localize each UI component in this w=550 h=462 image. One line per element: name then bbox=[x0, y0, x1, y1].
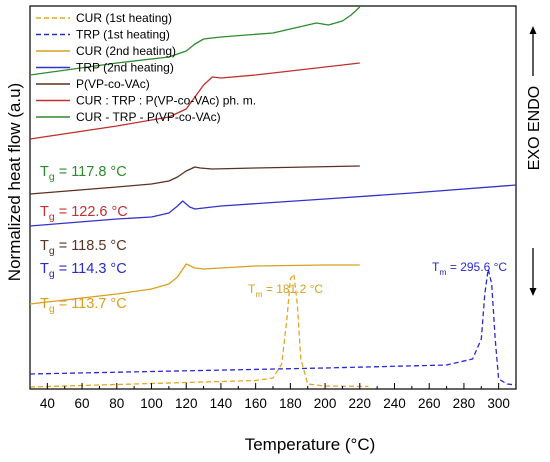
y-axis-label: Normalized heat flow (a.u) bbox=[5, 83, 24, 281]
legend-entry: CUR - TRP - P(VP-co-VAc) bbox=[76, 110, 221, 124]
x-tick-label: 60 bbox=[75, 396, 90, 411]
x-tick-label: 200 bbox=[314, 396, 337, 411]
legend: CUR (1st heating) TRP (1st heating) CUR (2… bbox=[36, 11, 256, 124]
series-line-cur-trp-p-vp-co-vac bbox=[29, 6, 361, 76]
legend-entry: CUR (1st heating) bbox=[76, 11, 172, 25]
annotation-m-trp-1st-heating: Tm = 295.6 °C bbox=[432, 260, 507, 277]
x-tick-label: 140 bbox=[210, 396, 233, 411]
annotation-g-p-vp-co-vac: Tg = 118.5 °C bbox=[40, 238, 127, 257]
annotation-g-cur-trp-p-vp-co-vac-ph-m: Tg = 122.6 °C bbox=[40, 204, 128, 223]
series-line-cur-2nd-heating bbox=[29, 263, 360, 305]
x-tick-label: 300 bbox=[487, 396, 510, 411]
x-tick-label: 120 bbox=[175, 396, 198, 411]
annotation-g-cur-2nd-heating: Tg = 113.7 °C bbox=[40, 296, 127, 315]
annotation-m-cur-1st-heating: Tm = 181.2 °C bbox=[248, 282, 323, 299]
series-line-cur-1st-heating bbox=[29, 273, 369, 388]
x-axis-ticks: 40 60 80 100 120 140 160 180 200 220 240 260 280 300 bbox=[29, 383, 517, 411]
annotation-g-cur-trp-p-vp-co-vac: Tg = 117.8 °C bbox=[40, 164, 127, 183]
x-tick-label: 80 bbox=[109, 396, 124, 411]
x-tick-label: 180 bbox=[279, 396, 302, 411]
annotations: Tg = 117.8 °C Tg = 122.6 °C Tg = 118.5 °C T… bbox=[40, 164, 507, 315]
legend-entry: TRP (2nd heating) bbox=[76, 61, 174, 75]
x-tick-label: 220 bbox=[349, 396, 372, 411]
x-tick-label: 260 bbox=[418, 396, 441, 411]
x-tick-label: 240 bbox=[383, 396, 406, 411]
x-tick-label: 40 bbox=[40, 396, 55, 411]
series-layer bbox=[29, 6, 517, 388]
series-line-trp-2nd-heating bbox=[29, 184, 517, 227]
exo-arrow-icon bbox=[529, 248, 537, 296]
endo-arrow-icon bbox=[529, 26, 537, 76]
series-line-cur-trp-p-vp-co-vac-ph-m bbox=[29, 62, 360, 140]
annotation-g-trp-2nd-heating: Tg = 114.3 °C bbox=[40, 261, 127, 280]
legend-entry: CUR : TRP : P(VP-co-VAc) ph. m. bbox=[76, 94, 256, 108]
x-tick-label: 280 bbox=[453, 396, 476, 411]
series-line-p-vp-co-vac bbox=[29, 165, 360, 195]
x-tick-label: 160 bbox=[244, 396, 267, 411]
legend-entry: TRP (1st heating) bbox=[76, 28, 170, 42]
exo-endo-label: EXO ENDO bbox=[526, 86, 543, 170]
legend-entry: P(VP-co-VAc) bbox=[76, 77, 150, 91]
legend-entry: CUR (2nd heating) bbox=[76, 44, 176, 58]
x-axis-label: Temperature (°C) bbox=[245, 435, 376, 454]
x-tick-label: 100 bbox=[140, 396, 163, 411]
